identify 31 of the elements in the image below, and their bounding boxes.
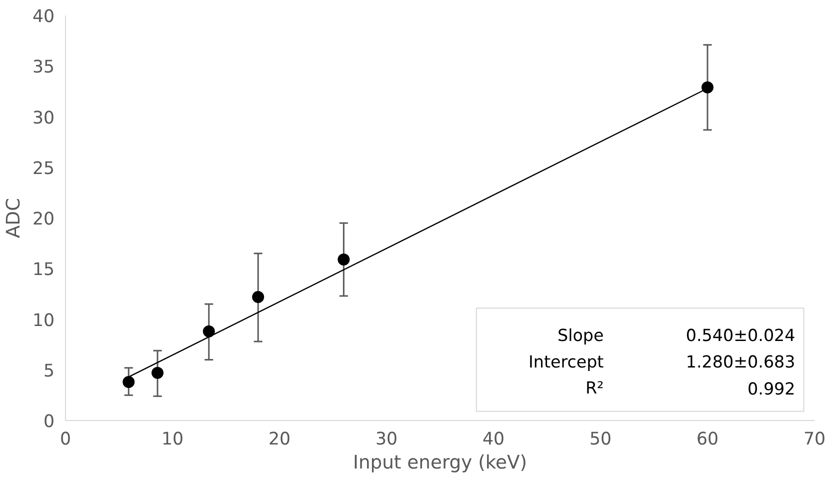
y-tick-label: 15 xyxy=(32,260,55,280)
x-tick-label: 0 xyxy=(60,430,72,450)
x-tick-label: 50 xyxy=(589,430,612,450)
x-tick-label: 60 xyxy=(696,430,719,450)
x-tick-label: 70 xyxy=(803,430,826,450)
point xyxy=(152,366,164,379)
y-tick-label: 5 xyxy=(43,361,55,382)
annotation: R² xyxy=(585,378,604,398)
y-tick-label: 20 xyxy=(32,210,55,230)
y-tick-label: 10 xyxy=(32,310,55,331)
y-tick-label: 30 xyxy=(32,108,55,128)
y-tick-label: 0 xyxy=(43,412,55,432)
x-axis-title: Input energy (keV) xyxy=(352,452,528,474)
y-axis-title: ADC xyxy=(3,198,24,238)
annotation: 1.280±0.683 xyxy=(686,352,796,372)
y-tick-label: 35 xyxy=(32,58,55,78)
x-tick-label: 20 xyxy=(268,430,291,450)
annotation: 0.992 xyxy=(748,380,796,399)
point xyxy=(338,254,350,266)
y-tick-label: 25 xyxy=(32,158,55,179)
annotation: Slope xyxy=(558,326,604,345)
y-tick-label: 40 xyxy=(32,7,55,27)
annotation: Intercept xyxy=(528,352,604,372)
point xyxy=(122,376,135,388)
x-tick-label: 10 xyxy=(161,430,184,450)
x-tick-label: 40 xyxy=(482,430,505,450)
annotation: 0.540±0.024 xyxy=(686,326,796,345)
x-tick-label: 30 xyxy=(375,430,398,450)
point xyxy=(252,290,264,303)
point xyxy=(702,81,714,94)
point xyxy=(202,325,215,338)
